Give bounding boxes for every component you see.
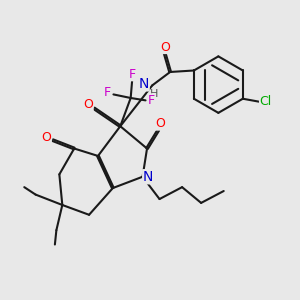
Text: Cl: Cl	[260, 95, 272, 108]
Text: O: O	[41, 131, 51, 144]
Text: O: O	[155, 117, 165, 130]
Text: N: N	[143, 170, 153, 184]
Text: H: H	[150, 89, 158, 99]
Text: O: O	[83, 98, 93, 111]
Text: F: F	[148, 94, 155, 107]
Text: O: O	[160, 40, 170, 53]
Text: F: F	[104, 86, 111, 99]
Text: F: F	[129, 68, 136, 81]
Text: N: N	[139, 77, 149, 91]
